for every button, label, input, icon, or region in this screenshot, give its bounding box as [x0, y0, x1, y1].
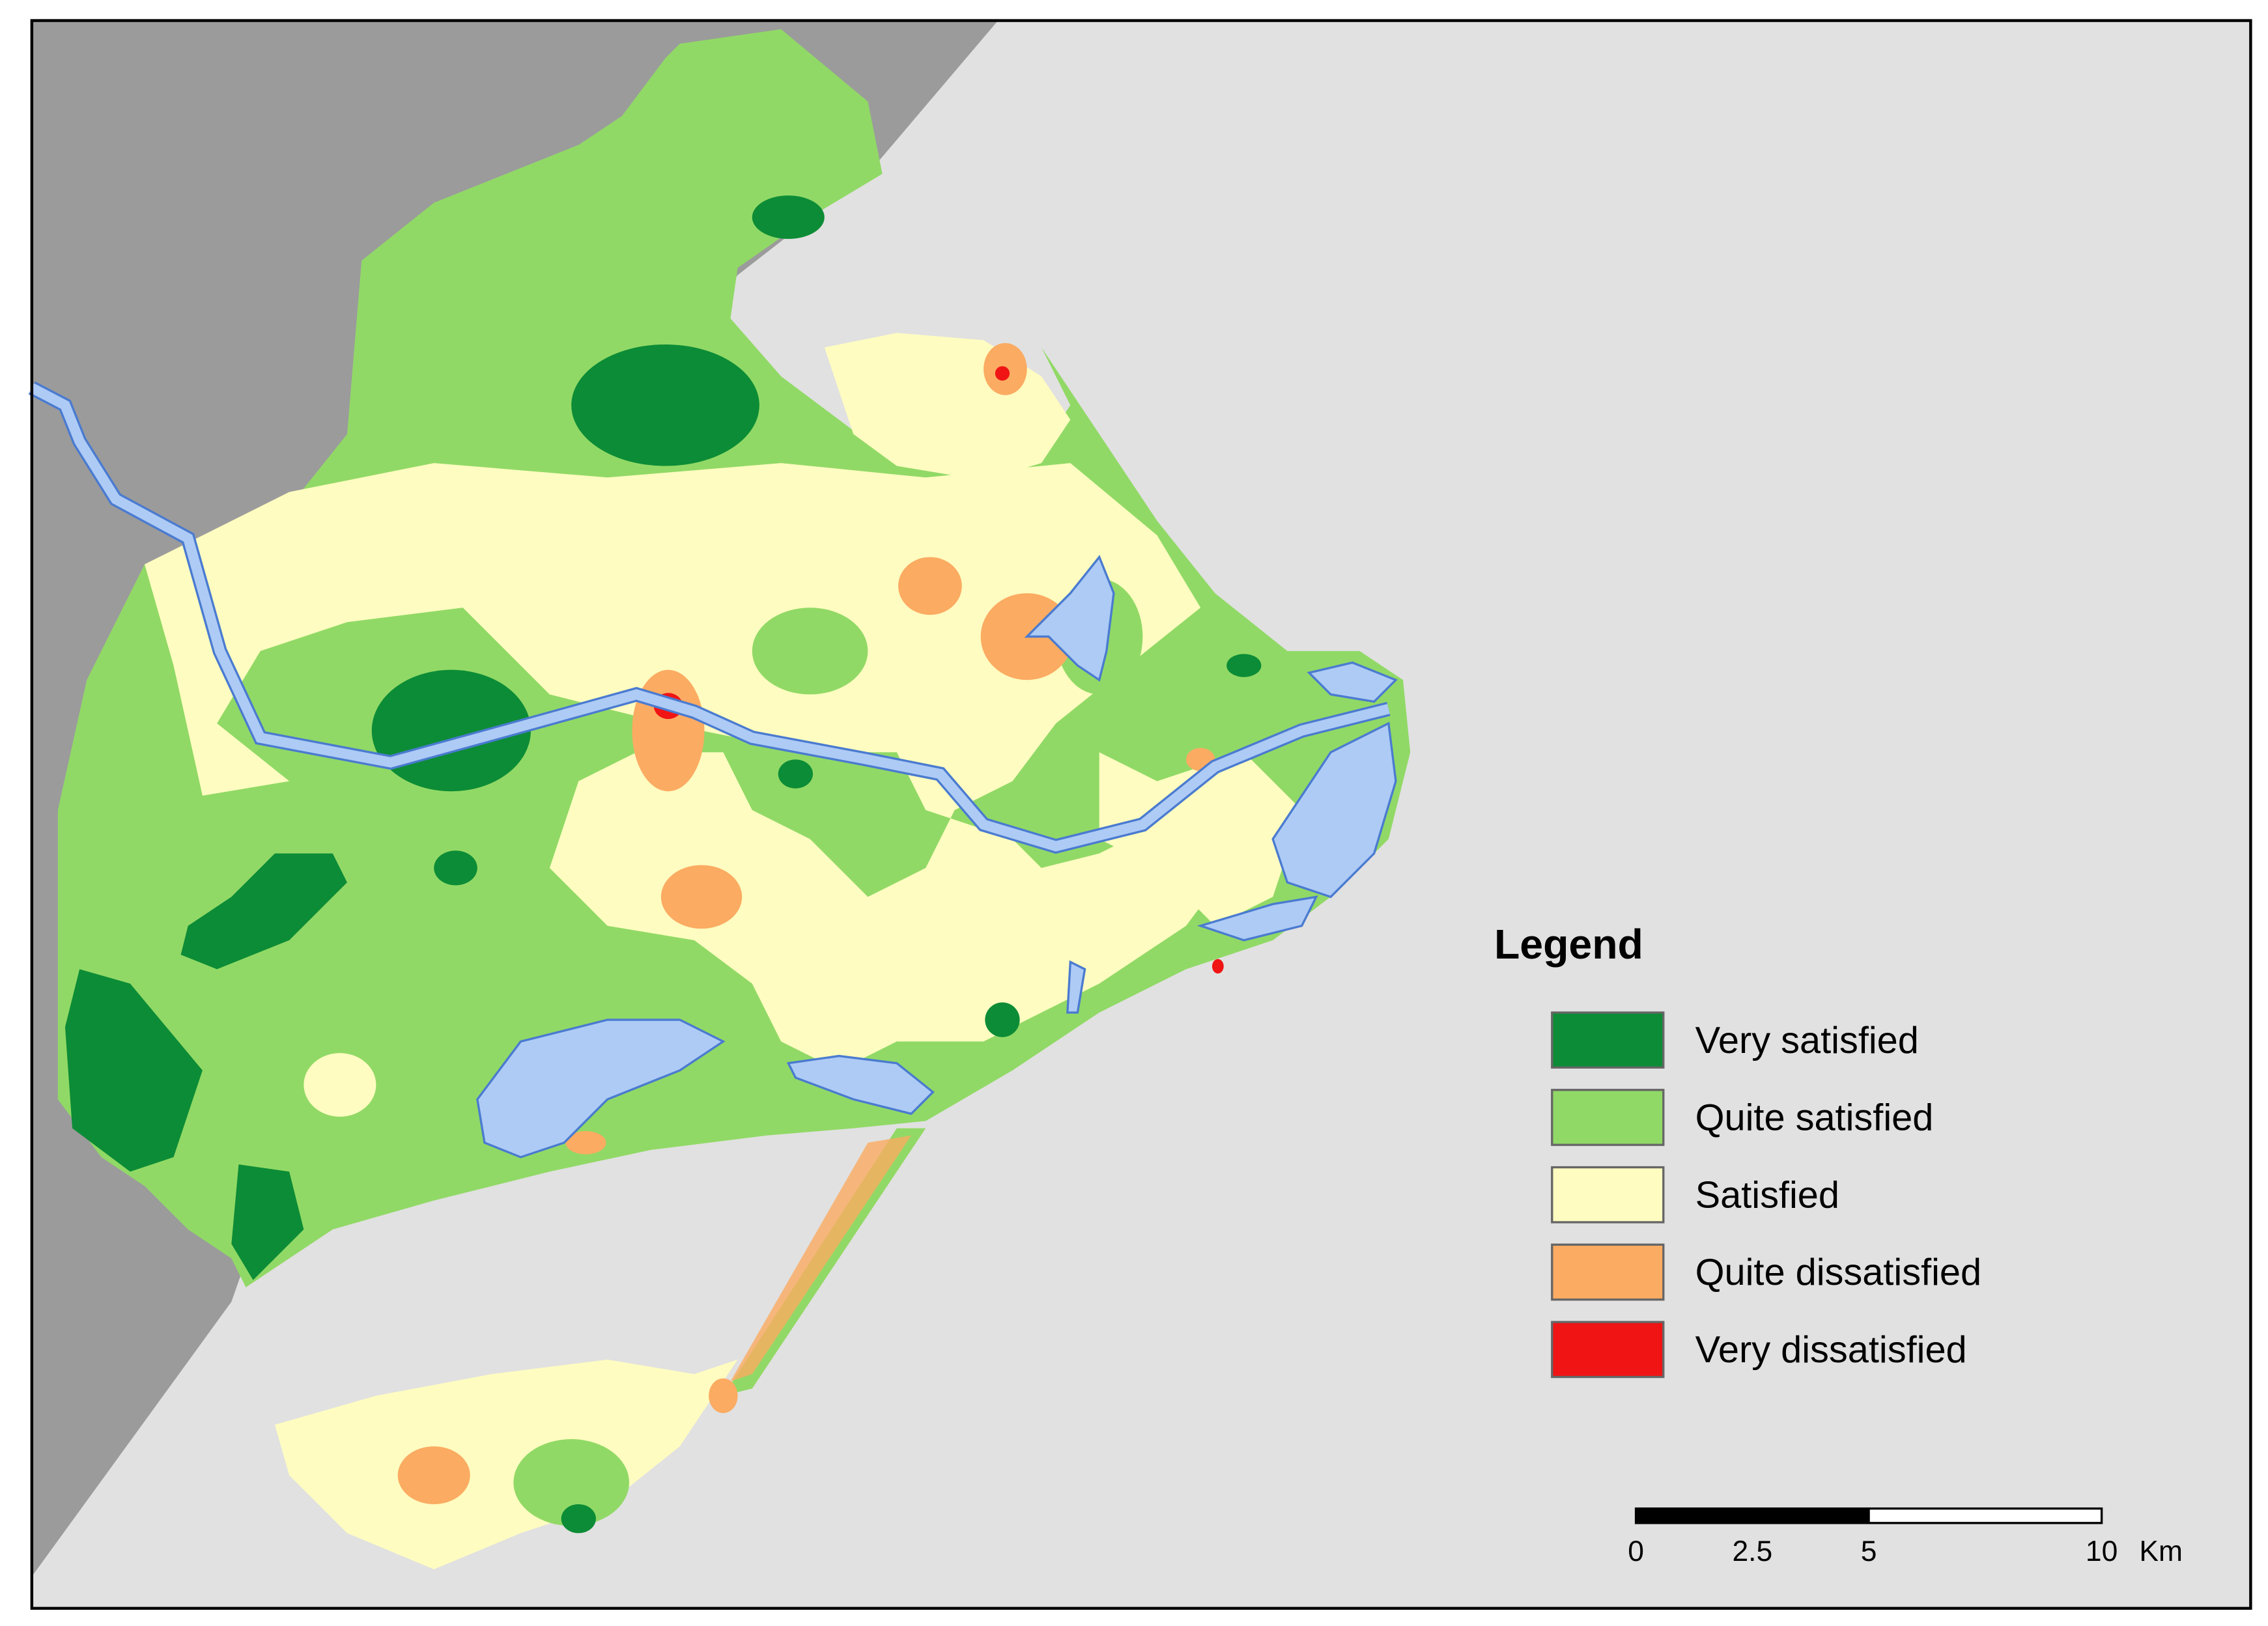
legend-label: Quite dissatisfied — [1695, 1252, 1982, 1293]
scale-bar: 0 2.5 5 10 Km — [1628, 1507, 2183, 1567]
legend-swatch — [1551, 1243, 1665, 1301]
legend-label: Quite satisfied — [1695, 1097, 1934, 1139]
scale-segment — [1867, 1507, 2103, 1524]
legend-label: Satisfied — [1695, 1174, 1839, 1216]
legend-swatch — [1551, 1321, 1665, 1379]
water — [28, 381, 1398, 1158]
legend-swatch — [1551, 1011, 1665, 1069]
legend-swatch — [1551, 1166, 1665, 1224]
legend-label: Very dissatisfied — [1695, 1329, 1967, 1371]
scale-label: 2.5 — [1732, 1535, 1772, 1567]
frame — [30, 19, 2252, 1610]
legend-title: Legend — [1494, 921, 1643, 968]
scale-segment — [1751, 1507, 1870, 1524]
scale-label: 0 — [1628, 1535, 1644, 1567]
scale-label: 10 — [2086, 1535, 2118, 1567]
outside-land — [31, 20, 999, 1577]
scale-segment — [1634, 1507, 1753, 1524]
scale-unit: Km — [2139, 1535, 2183, 1567]
legend-label: Very satisfied — [1695, 1020, 1919, 1061]
legend: Very satisfied Quite satisfied Satisfied Qu… — [1551, 1011, 1982, 1379]
legend-swatch — [1551, 1089, 1665, 1146]
scale-label: 5 — [1861, 1535, 1877, 1567]
